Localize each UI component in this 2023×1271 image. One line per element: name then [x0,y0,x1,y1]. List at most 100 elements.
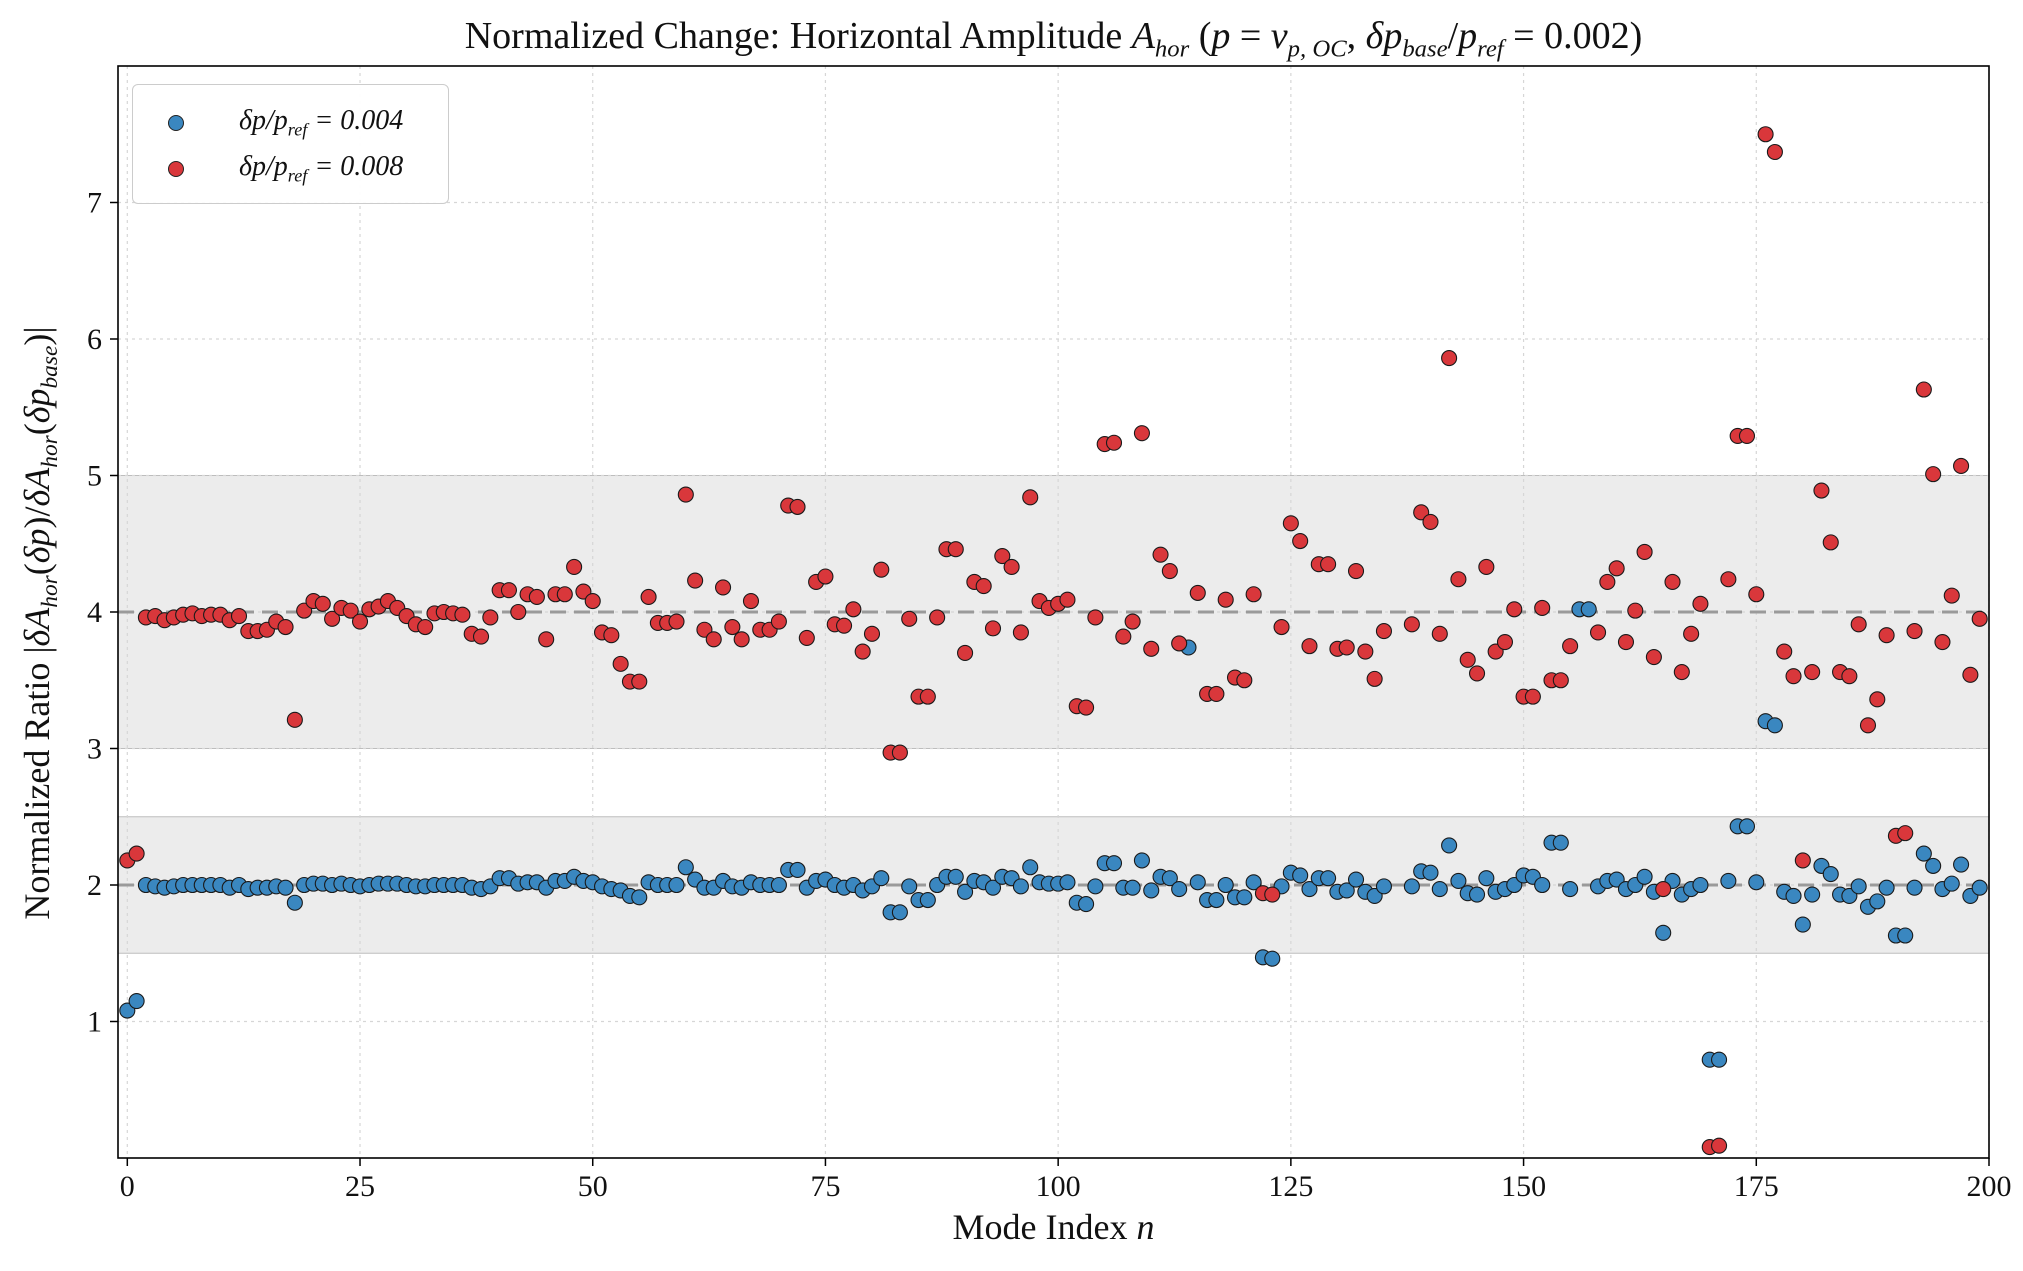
series-2-point-41 [500,582,518,599]
series-2-point-80 [863,625,881,642]
series-2-point-72 [789,498,806,515]
x-tick-label-2: 50 [578,1170,608,1203]
series-1-point-150 [1534,876,1551,894]
series-2-point-167 [1720,571,1737,588]
series-1-point-109 [1133,852,1150,869]
series-2-point-162 [1673,664,1690,681]
series-2-point-79 [854,643,871,660]
series-2-point-141 [1459,651,1476,668]
series-1-point-140 [1441,837,1458,854]
series-2-point-123 [1273,618,1290,636]
y-tick-label-5: 6 [87,323,102,356]
series-2-point-96 [1012,624,1029,641]
series-2-point-172 [1766,143,1783,161]
series-2-point-169 [1738,427,1756,444]
series-2-point-63 [705,631,722,648]
series-2-point-190 [1934,633,1951,651]
series-1-point-1 [128,992,145,1010]
series-2-point-143 [1478,558,1495,576]
series-2-point-36 [454,606,471,623]
series-2-point-21 [314,595,331,612]
series-2-point-145 [1496,633,1514,651]
series-2-point-104 [1087,609,1104,626]
series-2-point-116 [1208,685,1225,702]
series-2-point-173 [1776,643,1793,660]
series-2-point-128 [1320,556,1337,573]
series-1-point-153 [1562,881,1579,898]
series-1-point-190 [1906,879,1923,896]
series-1-point-60 [677,859,694,876]
series-2-point-180 [1841,668,1858,685]
series-2-point-101 [1059,591,1076,608]
series-1-point-101 [1059,874,1076,891]
series-1-point-103 [1078,896,1095,913]
series-1-point-113 [1171,881,1188,898]
series-2-point-110 [1143,640,1160,657]
series-1-point-179 [1804,886,1821,903]
series-2-point-38 [472,628,490,645]
x-tick-label-7: 175 [1734,1170,1779,1203]
series-2-point-186 [1897,825,1914,842]
series-2-point-151 [1552,672,1569,689]
series-1-point-155 [1580,601,1597,618]
y-tick-label-0: 1 [87,1006,102,1039]
series-1-point-70 [770,876,787,894]
series-2-point-184 [1878,627,1895,644]
series-2-point-95 [1003,558,1020,576]
series-2-point-181 [1850,616,1867,633]
series-2-point-107 [1115,628,1132,645]
series-2-point-42 [510,603,527,621]
series-2-point-124 [1282,515,1299,532]
legend-marker-red [168,161,184,177]
series-2-point-155 [1608,560,1625,577]
series-1-point-96 [1012,878,1029,895]
series-2-point-191 [1943,587,1960,604]
y-tick-label-6: 7 [87,187,102,220]
series-1-point-181 [1822,866,1839,883]
series-1-point-184 [1850,878,1867,895]
series-2-point-137 [1422,513,1439,530]
series-2-point-182 [1859,717,1877,734]
series-2-point-97 [1022,489,1039,506]
series-2-point-18 [286,711,303,728]
series-1-point-115 [1189,874,1206,891]
series-1-point-55 [631,889,648,906]
series-1-point-152 [1552,834,1569,851]
series-2-point-188 [1915,381,1932,398]
series-2-point-149 [1534,599,1551,616]
series-1-point-81 [873,870,890,887]
series-1-point-112 [1161,870,1178,887]
series-2-point-61 [687,572,704,589]
series-2-point-66 [733,631,750,648]
series-1-point-194 [1943,875,1960,892]
series-2-point-138 [1431,625,1448,642]
series-2-point-113 [1171,635,1188,652]
series-1-point-167 [1692,876,1709,894]
series-1-point-120 [1236,889,1253,906]
series-2-point-81 [873,561,890,578]
series-2-point-106 [1105,434,1123,451]
series-2-point-142 [1468,665,1486,682]
series-1-point-192 [1925,857,1942,874]
series-1-point-173 [1748,874,1765,891]
series-2-point-126 [1301,638,1318,655]
series-2-point-84 [901,610,918,627]
series-2-point-187 [1906,623,1923,640]
series-1-point-97 [1022,859,1039,876]
series-1-point-135 [1375,878,1393,895]
legend: δp/pref = 0.004 δp/pref = 0.008 [132,84,449,204]
series-2-point-132 [1357,643,1374,660]
series-1-point-129 [1320,870,1337,887]
series-2-point-146 [1506,601,1523,618]
legend-item-series-1: δp/pref = 0.004 [133,103,448,143]
series-2-point-111 [1152,546,1169,563]
series-2-point-139 [1441,350,1458,367]
series-2-point-52 [603,627,620,644]
series-2-point-92 [975,578,992,595]
series-2-point-67 [742,593,760,610]
series-2-point-12 [230,608,248,625]
series-2-point-89 [947,541,964,558]
series-2-point-109 [1133,425,1150,442]
series-1-point-138 [1422,864,1439,881]
